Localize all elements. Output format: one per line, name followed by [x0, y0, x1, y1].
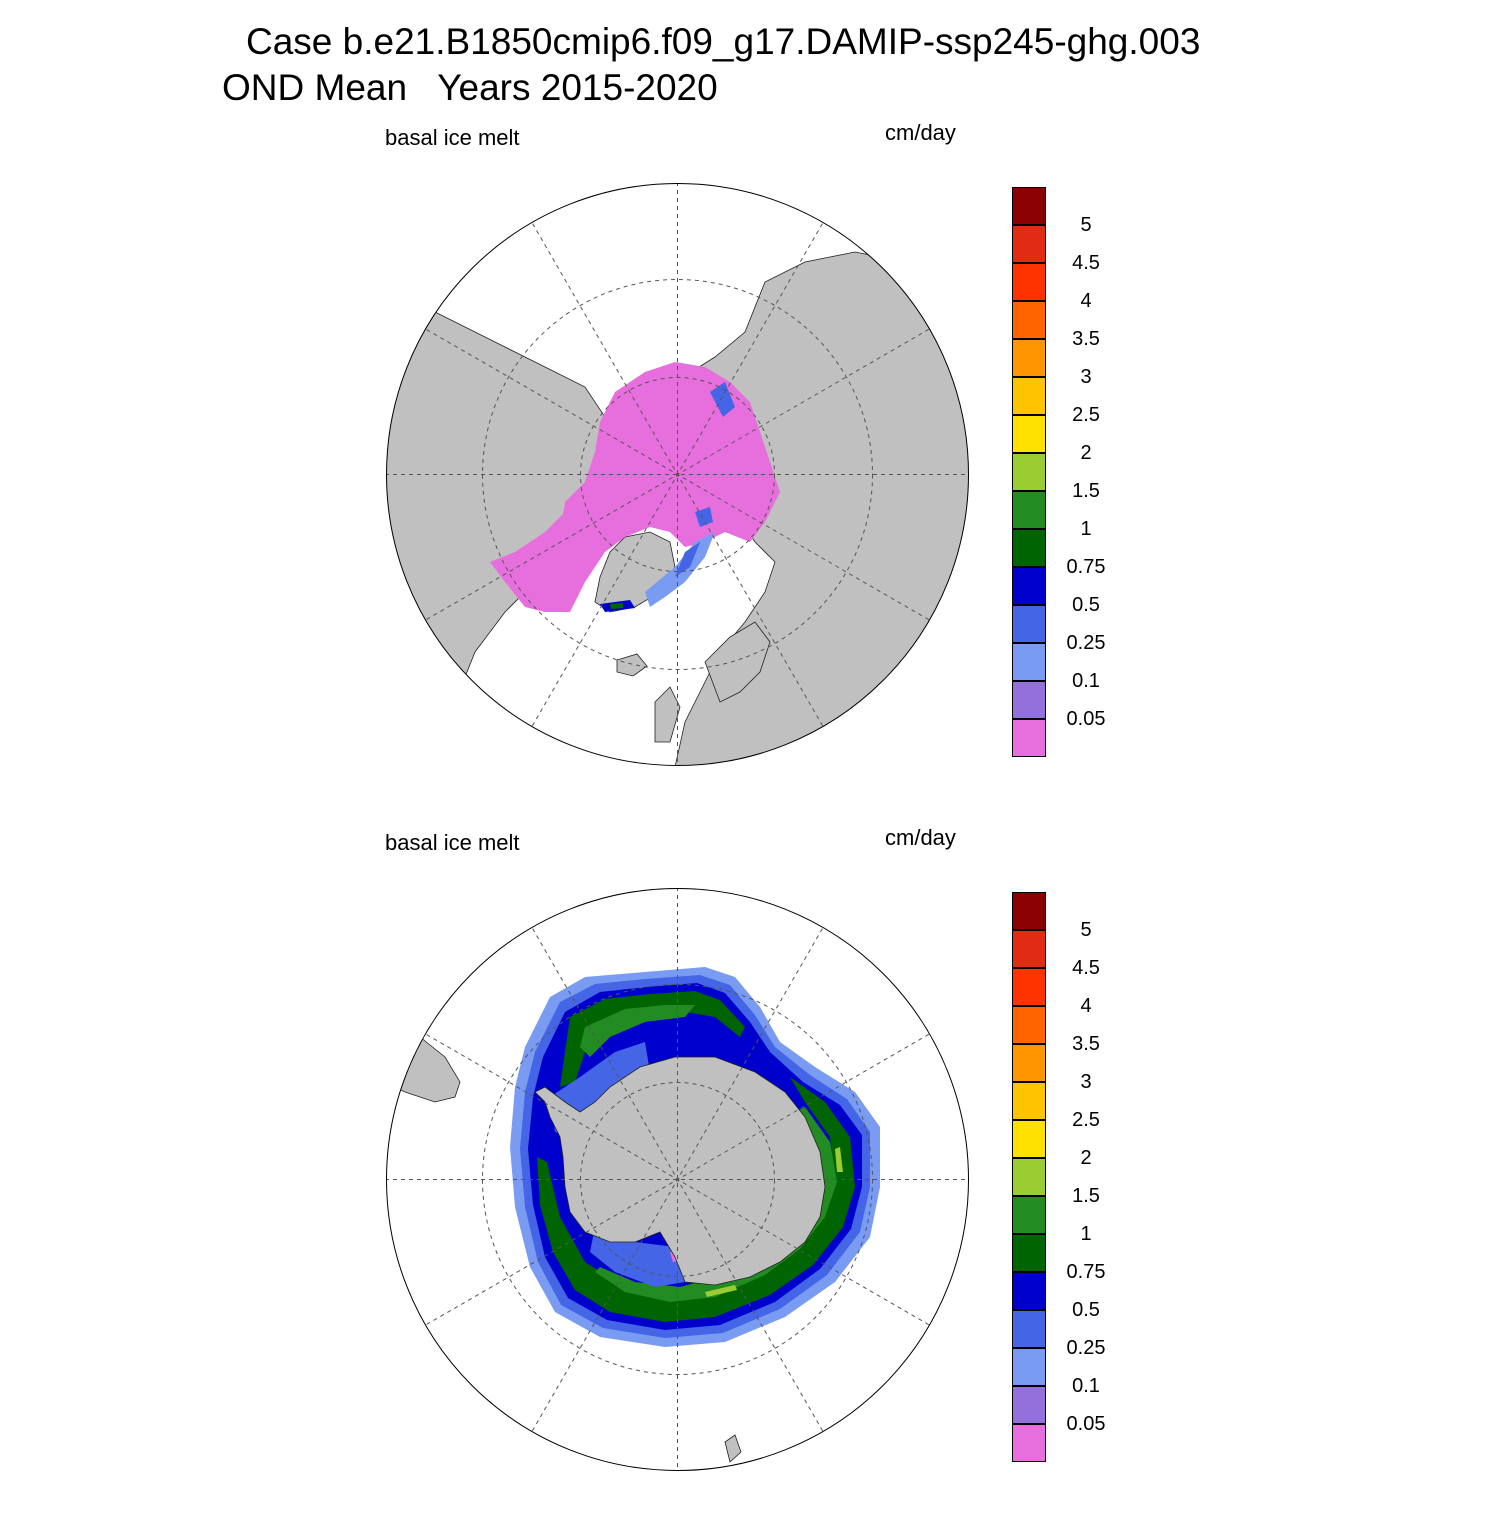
colorbar-label: 2 [1080, 1147, 1092, 1169]
colorbar-label: 0.05 [1066, 708, 1106, 730]
figure-title-line-2: OND Mean Years 2015-2020 [222, 67, 718, 108]
new-zealand-landmass [724, 1434, 742, 1463]
colorbar-box [1012, 301, 1046, 339]
units-label: cm/day [885, 825, 956, 850]
colorbar-label: 0.1 [1072, 670, 1100, 692]
colorbar-box [1012, 1272, 1046, 1310]
colorbar-label: 2.5 [1072, 1109, 1100, 1131]
colorbar-box [1012, 1044, 1046, 1082]
colorbar-box [1012, 605, 1046, 643]
colorbar-box [1012, 681, 1046, 719]
antarctica-landmass [534, 1056, 826, 1286]
colorbar-box [1012, 415, 1046, 453]
units-label: cm/day [885, 120, 956, 145]
britain-landmass [654, 686, 681, 743]
colorbar-label: 3 [1080, 366, 1092, 388]
colorbar-label: 0.75 [1066, 1261, 1106, 1283]
colorbar-box [1012, 567, 1046, 605]
colorbar-label: 0.25 [1066, 1337, 1106, 1359]
iceland-landmass [616, 653, 648, 677]
colorbar-box [1012, 1424, 1046, 1462]
colorbar-box [1012, 529, 1046, 567]
colorbar-box [1012, 643, 1046, 681]
colorbar-label: 0.5 [1072, 1299, 1100, 1321]
colorbar-label: 4.5 [1072, 252, 1100, 274]
colorbar-box [1012, 187, 1046, 225]
colorbar-box [1012, 719, 1046, 757]
colorbar-label: 0.1 [1072, 1375, 1100, 1397]
colorbar-label: 4.5 [1072, 957, 1100, 979]
colorbar-label: 2 [1080, 442, 1092, 464]
scandinavia-landmass [704, 621, 771, 703]
colorbar-box [1012, 930, 1046, 968]
colorbar-label: 0.5 [1072, 594, 1100, 616]
colorbar-label: 5 [1080, 919, 1092, 941]
south-polar-panel: basal ice melt cm/day [0, 825, 1500, 1531]
colorbar-label: 4 [1080, 995, 1092, 1017]
colorbar-label: 4 [1080, 290, 1092, 312]
south-polar-map [386, 888, 969, 1471]
colorbar-label: 3 [1080, 1071, 1092, 1093]
ice-ring-bright [580, 1005, 837, 1302]
north-polar-panel: basal ice melt cm/day [0, 120, 1500, 826]
colorbar-box [1012, 968, 1046, 1006]
colorbar-box [1012, 1348, 1046, 1386]
arctic-melt-main [490, 362, 780, 612]
colorbar-box [1012, 377, 1046, 415]
colorbar-label: 1.5 [1072, 480, 1100, 502]
grid-south [386, 888, 969, 1471]
svalbard-melt [695, 507, 713, 527]
grid-north [386, 183, 969, 766]
colorbar-label: 1 [1080, 518, 1092, 540]
colorbar-label: 0.25 [1066, 632, 1106, 654]
colorbar-label: 1 [1080, 1223, 1092, 1245]
fram-melt [675, 542, 700, 577]
colorbar-label: 3.5 [1072, 328, 1100, 350]
colorbar-box [1012, 263, 1046, 301]
baffin-melt [560, 482, 595, 537]
colorbar: 0.05 0.1 0.25 0.5 0.75 1 1.5 2 2.5 3 3.5 4 4.5 5 [1012, 187, 1105, 757]
colorbar-label: 0.05 [1066, 1413, 1106, 1435]
colorbar-label: 2.5 [1072, 404, 1100, 426]
colorbar-box [1012, 1120, 1046, 1158]
figure-title-line-1: Case b.e21.B1850cmip6.f09_g17.DAMIP-ssp2… [246, 21, 1201, 62]
colorbar-box [1012, 225, 1046, 263]
colorbar-box [1012, 453, 1046, 491]
colorbar-box [1012, 1082, 1046, 1120]
greenland-east-green [610, 603, 623, 609]
colorbar-box [1012, 1310, 1046, 1348]
colorbar-label: 5 [1080, 214, 1092, 236]
colorbar-label: 3.5 [1072, 1033, 1100, 1055]
colorbar-label: 1.5 [1072, 1185, 1100, 1207]
colorbar-box [1012, 1158, 1046, 1196]
melt-field-north [490, 362, 780, 612]
colorbar: 0.05 0.1 0.25 0.5 0.75 1 1.5 2 2.5 3 3.5 4 4.5 5 [1012, 892, 1105, 1462]
colorbar-box [1012, 1196, 1046, 1234]
variable-label: basal ice melt [385, 125, 520, 150]
colorbar-box [1012, 1234, 1046, 1272]
kara-melt [710, 382, 735, 417]
colorbar-label: 0.75 [1066, 556, 1106, 578]
colorbar-box [1012, 1386, 1046, 1424]
north-polar-map [386, 183, 969, 766]
colorbar-box [1012, 892, 1046, 930]
colorbar-box [1012, 491, 1046, 529]
variable-label: basal ice melt [385, 830, 520, 855]
colorbar-box [1012, 339, 1046, 377]
colorbar-box [1012, 1006, 1046, 1044]
